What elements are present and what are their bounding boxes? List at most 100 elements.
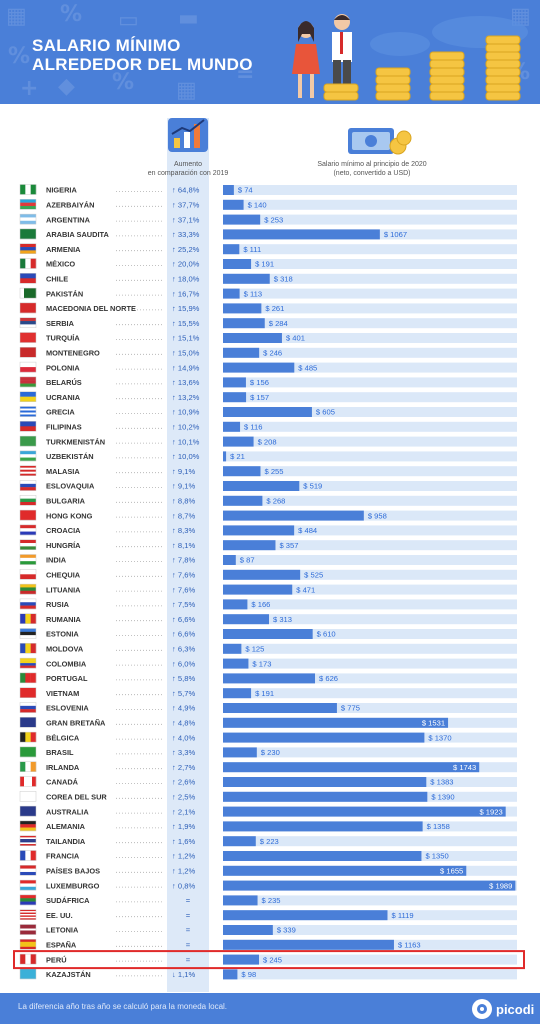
- increase-value: ↑ 6,6%: [172, 615, 195, 624]
- flag-icon: [19, 776, 37, 787]
- table-row: PERÚ = $ 245: [19, 953, 517, 965]
- flag-border: [19, 776, 37, 787]
- salary-bar: [223, 347, 260, 358]
- bar-track: [223, 303, 517, 314]
- country-name: LETONIA: [46, 926, 79, 935]
- salary-value: $ 610: [317, 630, 336, 639]
- table-row: ESLOVAQUIA ↑ 9,1% $ 519: [19, 480, 517, 491]
- flag-icon: [19, 909, 37, 920]
- flag-icon: [19, 347, 37, 358]
- table-row: VIETNAM ↑ 5,7% $ 191: [19, 687, 517, 699]
- salary-bar: [223, 925, 273, 935]
- country-name: LITUANIA: [46, 585, 81, 594]
- salary-bar: [223, 836, 256, 847]
- flag-border: [19, 435, 37, 447]
- table-row: LITUANIA ↑ 7,6% $ 471: [19, 583, 517, 595]
- flag-icon: [19, 554, 37, 565]
- flag-stripe: [20, 871, 36, 876]
- salary-bar: [223, 954, 260, 965]
- flag-stripe: [20, 457, 36, 462]
- flag-stripe: [20, 332, 36, 343]
- increase-value: ↑ 2,5%: [172, 793, 195, 802]
- salary-value: $ 21: [230, 452, 245, 461]
- flag-border: [19, 421, 37, 432]
- country-name: PORTUGAL: [46, 674, 88, 683]
- increase-value: ↑ 15,0%: [172, 349, 200, 358]
- flag-border: [19, 480, 37, 491]
- flag-stripe: [20, 465, 36, 468]
- salary-bar: [223, 703, 337, 713]
- flag-stripe: [20, 205, 36, 210]
- bar-track: [223, 969, 517, 980]
- flag-stripe: [20, 883, 36, 887]
- salary-bar: [223, 939, 394, 950]
- salary-bar: [223, 895, 258, 906]
- bar-track: [223, 510, 517, 521]
- increase-value: ↑ 1,2%: [172, 852, 195, 861]
- flag-stripe: [25, 672, 31, 683]
- table-row: ARMENIA ↑ 25,2% $ 111: [19, 243, 517, 255]
- bar-track: [223, 214, 517, 225]
- bar-track: [223, 703, 517, 713]
- table-row: AZERBAIYÁN ↑ 37,7% $ 140: [19, 199, 517, 210]
- flag-icon: [19, 361, 37, 373]
- table-row: CROACIA ↑ 8,3% $ 484: [19, 524, 517, 536]
- flag-icon: [19, 317, 37, 328]
- flag-icon: [19, 643, 37, 654]
- flag-stripe: [20, 791, 36, 802]
- country-name: GRECIA: [46, 408, 75, 417]
- flag-stripe: [20, 880, 36, 884]
- salary-bar: [223, 481, 300, 491]
- increase-value: ↑ 10,1%: [172, 437, 200, 446]
- increase-value: ↑ 15,5%: [172, 319, 200, 328]
- increase-value: ↑ 4,9%: [172, 704, 195, 713]
- flag-icon: [19, 228, 37, 240]
- bar-track: [223, 392, 517, 403]
- flag-border: [19, 953, 37, 965]
- flag-icon: [19, 332, 37, 343]
- flag-icon: [19, 391, 37, 402]
- table-row: ARABIA SAUDITA ↑ 33,3% $ 1067: [19, 228, 517, 240]
- flag-icon: [19, 509, 37, 521]
- salary-value: $ 605: [316, 408, 335, 417]
- salary-value: $ 191: [255, 260, 274, 269]
- increase-value: ↑ 1,2%: [172, 867, 195, 876]
- flag-stripe: [20, 469, 36, 472]
- country-name: FRANCIA: [46, 852, 80, 861]
- salary-value: $ 223: [260, 837, 279, 846]
- salary-value: $ 1350: [425, 852, 448, 861]
- increase-value: ↑ 5,8%: [172, 674, 195, 683]
- salary-bar: [223, 510, 364, 521]
- increase-value: ↑ 10,2%: [172, 423, 200, 432]
- flag-icon: [19, 687, 37, 698]
- flag-stripe: [20, 806, 36, 817]
- bar-track: [223, 495, 517, 506]
- country-name: ARABIA SAUDITA: [46, 230, 109, 239]
- table-row: CANADÁ ↑ 2,6% $ 1383: [19, 776, 517, 787]
- flag-stripe: [20, 410, 36, 413]
- table-row: BULGARIA ↑ 8,8% $ 268: [19, 495, 517, 506]
- flag-border: [19, 613, 37, 624]
- flag-stripe: [20, 928, 36, 931]
- percent-icon: %: [8, 44, 31, 69]
- flag-stripe: [20, 941, 36, 945]
- flag-stripe: [28, 776, 33, 787]
- flag-stripe: [20, 524, 36, 529]
- flag-stripe: [25, 613, 31, 624]
- flag-stripe: [20, 531, 36, 536]
- flag-stripe: [20, 911, 36, 913]
- country-name: ARGENTINA: [46, 215, 91, 224]
- salary-bar: [223, 629, 313, 639]
- flag-border: [19, 835, 37, 846]
- bar-track: [223, 895, 517, 906]
- flag-icon: [19, 598, 37, 610]
- country-name: HONG KONG: [46, 511, 93, 520]
- percent-icon: %: [60, 2, 83, 27]
- flag-stripe: [20, 258, 26, 269]
- flag-stripe: [20, 827, 36, 832]
- salary-value: $ 1358: [427, 822, 450, 831]
- bar-track: [223, 747, 517, 758]
- table-row: CHILE ↑ 18,0% $ 318: [19, 273, 517, 284]
- salary-bar: [223, 199, 244, 210]
- flag-border: [19, 347, 37, 358]
